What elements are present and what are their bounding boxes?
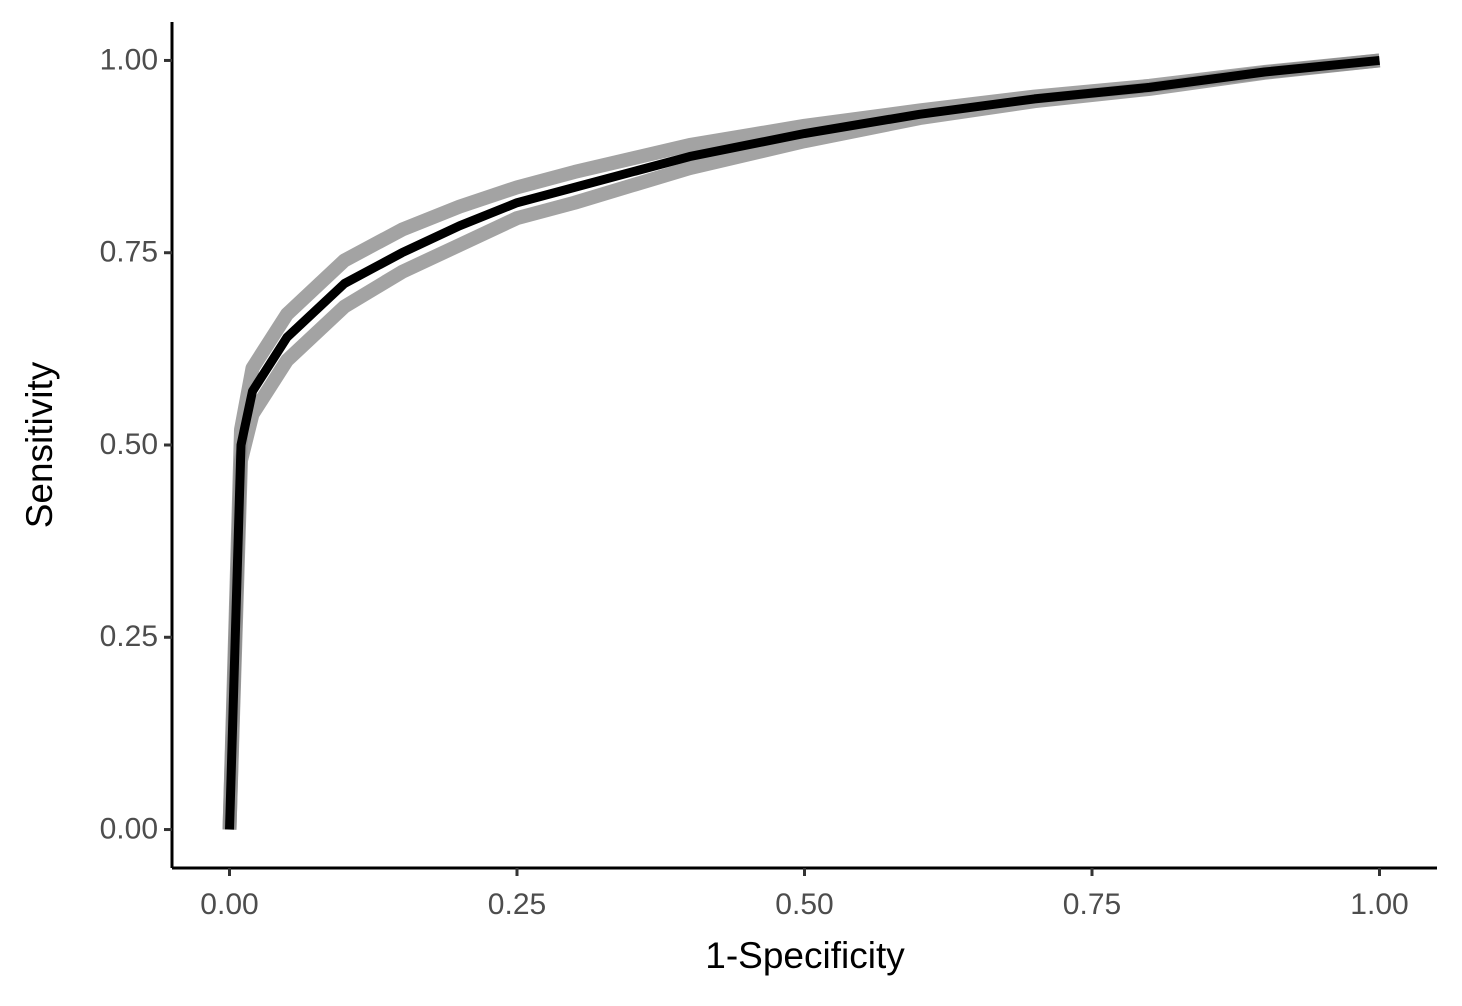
x-tick-label: 1.00 — [1350, 888, 1408, 921]
roc-line — [222, 53, 1381, 830]
y-tick-label: 0.00 — [100, 812, 158, 845]
y-tick-label: 0.25 — [100, 620, 158, 653]
x-tick-label: 0.50 — [775, 888, 833, 921]
x-tick-label: 0.00 — [200, 888, 258, 921]
y-axis-title: Sensitivity — [19, 361, 60, 528]
x-axis-title: 1-Specificity — [705, 935, 905, 976]
x-tick-label: 0.75 — [1063, 888, 1121, 921]
roc-line — [222, 53, 1381, 830]
roc-line — [225, 55, 1380, 830]
y-tick-label: 0.75 — [100, 236, 158, 269]
y-tick-label: 1.00 — [100, 43, 158, 76]
y-tick-label: 0.50 — [100, 428, 158, 461]
x-tick-label: 0.25 — [488, 888, 546, 921]
